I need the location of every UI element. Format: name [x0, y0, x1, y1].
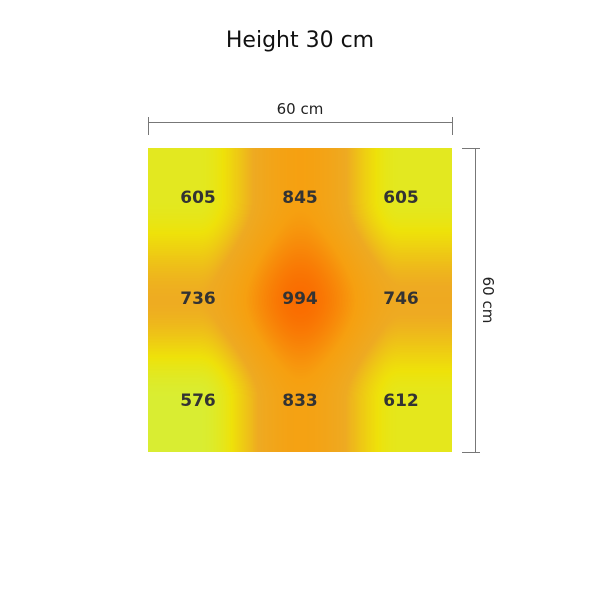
depth-dimension-tick — [462, 452, 480, 453]
heatmap-value-label: 605 — [180, 188, 216, 208]
heatmap-value-label: 833 — [282, 391, 318, 411]
heatmap-value-label: 612 — [383, 391, 419, 411]
heatmap-value-label: 994 — [282, 289, 318, 309]
heatmap-value-label: 576 — [180, 391, 216, 411]
depth-dimension-label: 60 cm — [479, 276, 497, 324]
width-dimension-tick — [452, 117, 453, 135]
width-dimension-tick — [148, 117, 149, 135]
chart-title: Height 30 cm — [225, 28, 375, 53]
heatmap-value-label: 746 — [383, 289, 419, 309]
heatmap — [148, 148, 452, 452]
heatmap-value-label: 605 — [383, 188, 419, 208]
depth-dimension-line — [475, 148, 476, 452]
heatmap-value-label: 845 — [282, 188, 318, 208]
width-dimension-line — [148, 122, 452, 123]
heatmap-value-label: 736 — [180, 289, 216, 309]
depth-dimension-tick — [462, 148, 480, 149]
width-dimension-label: 60 cm — [276, 100, 324, 118]
